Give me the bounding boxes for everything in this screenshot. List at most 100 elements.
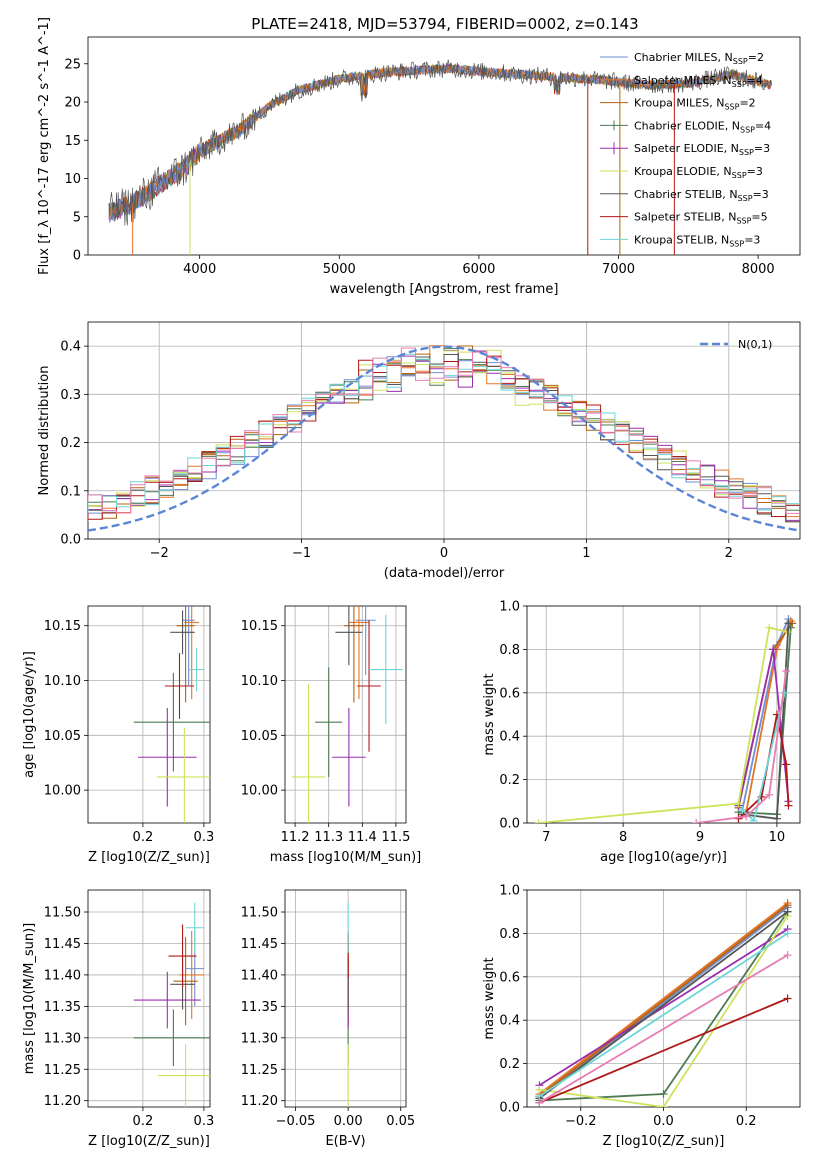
- legend-label: N(0,1): [738, 338, 772, 351]
- x-tick-label: 6000: [462, 262, 495, 277]
- x-tick-label: 8: [619, 830, 627, 845]
- y-tick-label: 0: [73, 249, 81, 264]
- y-tick-label: 11.50: [241, 906, 278, 921]
- x-axis-label: age [log10(age/yr)]: [600, 850, 727, 865]
- legend-value: =5: [751, 211, 767, 224]
- weight-line: [538, 902, 789, 1095]
- y-tick-label: 1.0: [499, 884, 520, 899]
- y-tick-label: 10: [64, 172, 81, 187]
- y-tick-label: 25: [64, 57, 81, 72]
- y-tick-label: 15: [64, 134, 81, 149]
- y-tick-label: 11.50: [44, 906, 81, 921]
- plot-frame: [526, 605, 801, 824]
- y-tick-label: 11.25: [241, 1063, 278, 1078]
- x-tick-label: 11.3: [314, 830, 343, 845]
- y-tick-label: 20: [64, 96, 81, 111]
- x-tick-label: 0.3: [194, 1114, 215, 1129]
- y-tick-label: 10.15: [44, 619, 81, 634]
- y-axis-label: mass weight: [482, 957, 497, 1039]
- y-tick-label: 11.40: [241, 968, 278, 983]
- y-tick-label: 0.0: [60, 533, 81, 548]
- y-tick-label: 10.05: [44, 729, 81, 744]
- x-tick-label: 7: [542, 830, 550, 845]
- y-tick-label: 11.20: [241, 1094, 278, 1109]
- x-tick-label: 0.3: [194, 830, 215, 845]
- plot-frame: [87, 605, 211, 824]
- histogram-step: [88, 349, 800, 517]
- x-tick-label: 9: [696, 830, 704, 845]
- y-tick-label: 10.10: [241, 674, 278, 689]
- legend-label: Chabrier STELIB, NSSP=3: [634, 188, 769, 203]
- x-tick-label: 4000: [183, 262, 216, 277]
- weight-line: [539, 997, 788, 1104]
- histogram-step: [88, 356, 800, 522]
- y-tick-label: 0.2: [60, 436, 81, 451]
- histogram-step: [88, 348, 800, 515]
- weight-line: [538, 626, 789, 823]
- x-tick-label: 0: [440, 546, 448, 561]
- weight-line: [538, 928, 789, 1087]
- legend-value: =3: [747, 165, 763, 178]
- x-tick-label: 7000: [602, 262, 635, 277]
- normal-curve: [88, 345, 800, 532]
- plot-area-residuals: [88, 345, 800, 532]
- x-tick-label: 0.05: [386, 1114, 415, 1129]
- x-axis-label: wavelength [Angstrom, rest frame]: [330, 282, 559, 297]
- legend-value: =2: [739, 97, 755, 110]
- legend-nssp: N: [716, 97, 724, 110]
- legend-label: Chabrier ELODIE, NSSP=4: [634, 119, 771, 134]
- y-tick-label: 11.25: [44, 1063, 81, 1078]
- histogram-step: [88, 345, 800, 520]
- spectrum-line: [108, 59, 772, 226]
- y-tick-label: 0.0: [499, 817, 520, 832]
- y-tick-label: 1.0: [499, 600, 520, 615]
- figure-title: PLATE=2418, MJD=53794, FIBERID=0002, z=0…: [251, 15, 638, 33]
- x-tick-label: −0.05: [276, 1114, 316, 1129]
- y-tick-label: 10.05: [241, 729, 278, 744]
- x-tick-label: 11.5: [381, 830, 410, 845]
- legend-label: Chabrier MILES, NSSP=2: [634, 51, 764, 66]
- plot-frame: [284, 605, 407, 824]
- weight-line: [538, 954, 789, 1104]
- histogram-step: [88, 355, 800, 520]
- y-tick-label: 10.00: [44, 784, 81, 799]
- y-tick-label: 11.30: [44, 1031, 81, 1046]
- legend-sub: SSP: [738, 194, 753, 203]
- y-tick-label: 0.4: [499, 730, 520, 745]
- y-tick-label: 11.30: [241, 1031, 278, 1046]
- x-tick-label: 0.0: [653, 1114, 674, 1129]
- legend-value: =4: [747, 74, 763, 87]
- plot-area-mass_vs_Z: [133, 902, 210, 1107]
- y-tick-label: 0.3: [60, 388, 81, 403]
- histogram-step: [88, 347, 800, 514]
- legend-label: Kroupa STELIB, NSSP=3: [634, 233, 760, 248]
- x-axis-label: mass [log10(M/M_sun)]: [270, 850, 422, 865]
- y-tick-label: 10.10: [44, 674, 81, 689]
- plot-frame: [284, 889, 407, 1108]
- weight-line: [538, 910, 789, 1100]
- x-tick-label: 0.2: [133, 1114, 154, 1129]
- x-tick-label: 0.2: [133, 830, 154, 845]
- x-tick-label: −2: [150, 546, 169, 561]
- y-tick-label: 0.0: [499, 1101, 520, 1116]
- legend-nssp: N: [731, 142, 739, 155]
- legend-label: Kroupa ELODIE, NSSP=3: [634, 165, 763, 180]
- legend-nssp: N: [729, 188, 737, 201]
- weight-line: [538, 904, 789, 1097]
- histogram-step: [88, 353, 800, 513]
- legend-value: =2: [748, 51, 764, 64]
- weight-line: [696, 670, 788, 823]
- legend-nssp: N: [728, 211, 736, 224]
- plot-frame: [87, 889, 211, 1108]
- x-axis-label: (data-model)/error: [384, 566, 505, 581]
- legend-sub: SSP: [740, 125, 755, 134]
- plot-area-weight_vs_age: [534, 615, 797, 823]
- y-tick-label: 10.15: [241, 619, 278, 634]
- legend-label: Salpeter ELODIE, NSSP=3: [634, 142, 770, 157]
- y-tick-label: 0.2: [499, 773, 520, 788]
- x-tick-label: 11.4: [348, 830, 377, 845]
- y-axis-label: mass weight: [482, 673, 497, 755]
- y-tick-label: 11.20: [44, 1094, 81, 1109]
- x-tick-label: 2: [725, 546, 733, 561]
- y-tick-label: 11.35: [241, 1000, 278, 1015]
